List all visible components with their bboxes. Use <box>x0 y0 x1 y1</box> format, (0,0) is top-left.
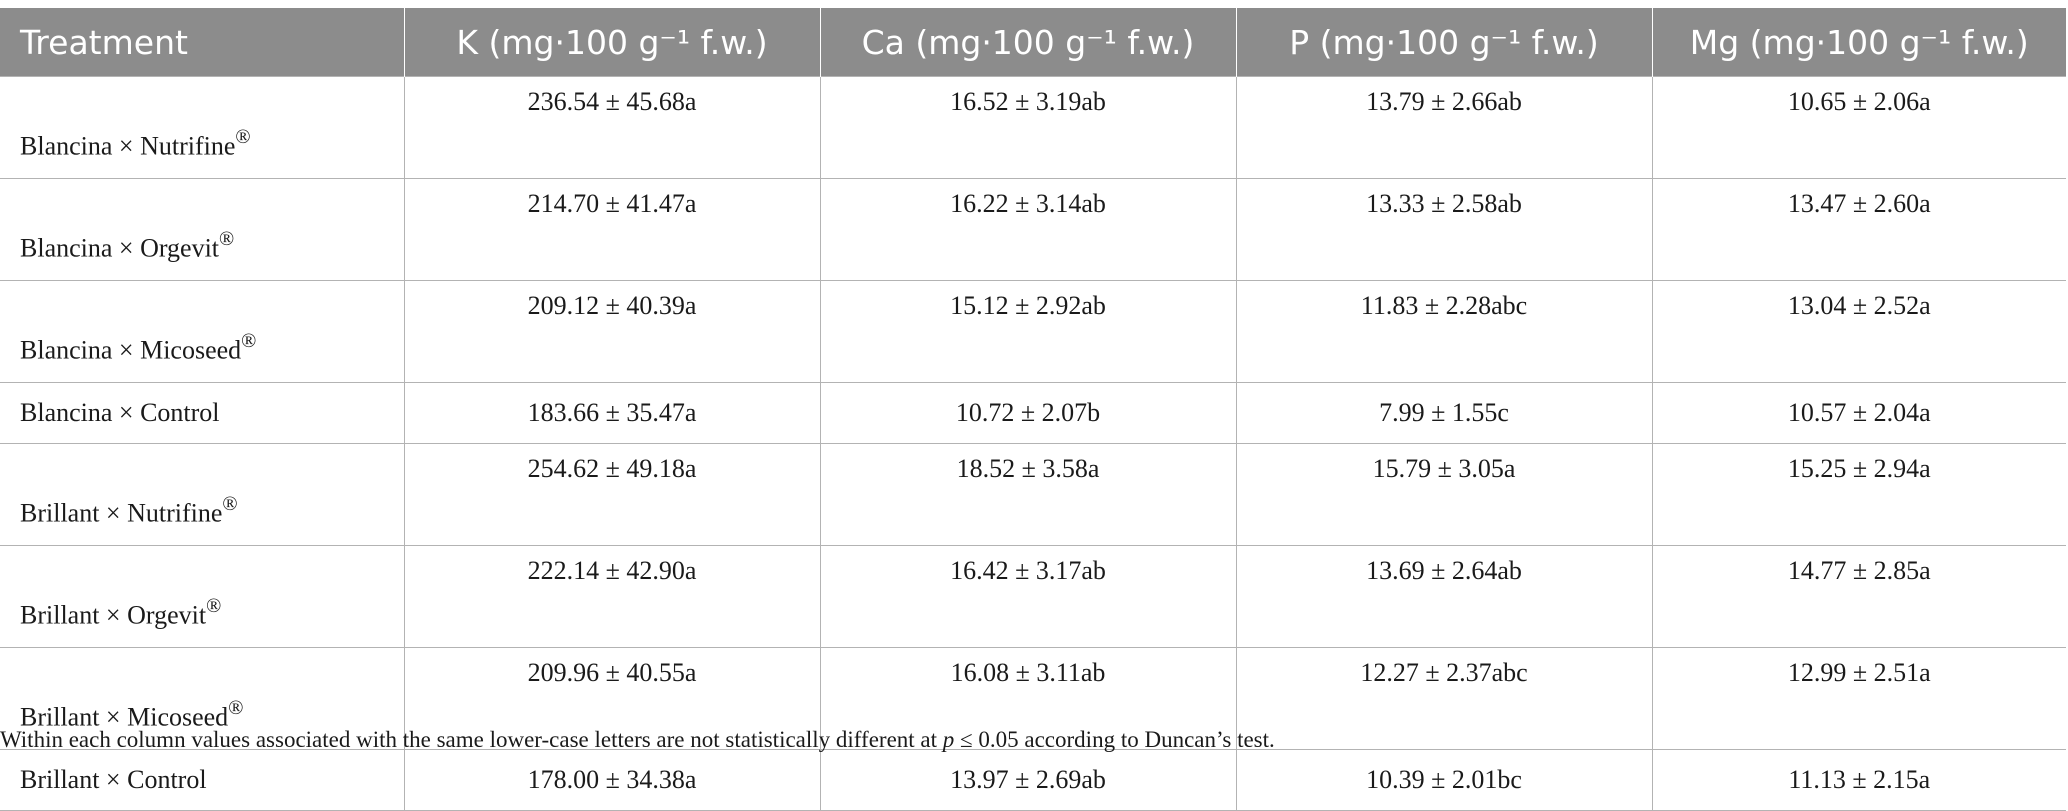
mg-cell: 12.99 ± 2.51a <box>1651 647 2066 750</box>
p-cell: 12.27 ± 2.37abc <box>1235 647 1653 750</box>
k-cell: 214.70 ± 41.47a <box>403 178 821 281</box>
p-cell: 15.79 ± 3.05a <box>1235 443 1653 546</box>
mg-cell: 13.47 ± 2.60a <box>1651 178 2066 281</box>
treatment-cell: Brillant × Micoseed® <box>0 647 405 750</box>
ca-cell: 10.72 ± 2.07b <box>819 382 1237 444</box>
mg-cell: 10.57 ± 2.04a <box>1651 382 2066 444</box>
ca-cell: 15.12 ± 2.92ab <box>819 280 1237 383</box>
k-cell: 209.12 ± 40.39a <box>403 280 821 383</box>
treatment-cell: Blancina × Micoseed® <box>0 280 405 383</box>
treatment-label: Brillant × Micoseed <box>20 703 229 732</box>
p-cell: 13.69 ± 2.64ab <box>1235 545 1653 648</box>
mg-cell: 11.13 ± 2.15a <box>1651 749 2066 811</box>
table-row: Blancina × Control 183.66 ± 35.47a 10.72… <box>0 382 2066 444</box>
registered-mark: ® <box>206 595 222 618</box>
p-cell: 7.99 ± 1.55c <box>1235 382 1653 444</box>
mg-cell: 10.65 ± 2.06a <box>1651 76 2066 179</box>
footnote-text-start: Within each column values associated wit… <box>0 727 943 752</box>
table-row: Blancina × Nutrifine® 236.54 ± 45.68a 16… <box>0 76 2066 179</box>
treatment-cell: Blancina × Orgevit® <box>0 178 405 281</box>
header-mg: Mg (mg·100 g⁻¹ f.w.) <box>1652 8 2066 77</box>
treatment-label: Blancina × Nutrifine <box>20 132 236 161</box>
mg-cell: 13.04 ± 2.52a <box>1651 280 2066 383</box>
header-p: P (mg·100 g⁻¹ f.w.) <box>1236 8 1653 77</box>
header-treatment: Treatment <box>0 8 405 77</box>
p-cell: 11.83 ± 2.28abc <box>1235 280 1653 383</box>
k-cell: 254.62 ± 49.18a <box>403 443 821 546</box>
treatment-cell: Brillant × Nutrifine® <box>0 443 405 546</box>
ca-cell: 16.22 ± 3.14ab <box>819 178 1237 281</box>
registered-mark: ® <box>219 228 235 251</box>
ca-cell: 16.52 ± 3.19ab <box>819 76 1237 179</box>
ca-cell: 13.97 ± 2.69ab <box>819 749 1237 811</box>
ca-cell: 18.52 ± 3.58a <box>819 443 1237 546</box>
table-row: Brillant × Nutrifine® 254.62 ± 49.18a 18… <box>0 443 2066 546</box>
registered-mark: ® <box>228 697 244 720</box>
mg-cell: 14.77 ± 2.85a <box>1651 545 2066 648</box>
table-row: Brillant × Micoseed® 209.96 ± 40.55a 16.… <box>0 647 2066 750</box>
table-row: Brillant × Orgevit® 222.14 ± 42.90a 16.4… <box>0 545 2066 648</box>
treatment-label: Blancina × Control <box>20 398 220 427</box>
header-k: K (mg·100 g⁻¹ f.w.) <box>404 8 821 77</box>
treatment-label: Brillant × Orgevit <box>20 601 207 630</box>
treatment-label: Brillant × Nutrifine <box>20 499 223 528</box>
treatment-cell: Brillant × Control <box>0 749 405 811</box>
registered-mark: ® <box>235 126 251 149</box>
p-cell: 13.79 ± 2.66ab <box>1235 76 1653 179</box>
footnote-p-variable: p <box>942 727 955 752</box>
k-cell: 209.96 ± 40.55a <box>403 647 821 750</box>
mg-cell: 15.25 ± 2.94a <box>1651 443 2066 546</box>
header-ca: Ca (mg·100 g⁻¹ f.w.) <box>820 8 1237 77</box>
k-cell: 178.00 ± 34.38a <box>403 749 821 811</box>
ca-cell: 16.42 ± 3.17ab <box>819 545 1237 648</box>
header-row: Treatment K (mg·100 g⁻¹ f.w.) Ca (mg·100… <box>0 8 2066 77</box>
k-cell: 236.54 ± 45.68a <box>403 76 821 179</box>
treatment-label: Blancina × Micoseed <box>20 336 242 365</box>
registered-mark: ® <box>241 330 257 353</box>
k-cell: 222.14 ± 42.90a <box>403 545 821 648</box>
registered-mark: ® <box>222 493 238 516</box>
ca-cell: 16.08 ± 3.11ab <box>819 647 1237 750</box>
p-cell: 13.33 ± 2.58ab <box>1235 178 1653 281</box>
table-row: Brillant × Control 178.00 ± 34.38a 13.97… <box>0 749 2066 811</box>
treatment-label: Blancina × Orgevit <box>20 234 220 263</box>
treatment-cell: Blancina × Control <box>0 382 405 444</box>
treatment-cell: Brillant × Orgevit® <box>0 545 405 648</box>
treatment-label: Brillant × Control <box>20 765 207 794</box>
footnote-text-end: ≤ 0.05 according to Duncan’s test. <box>954 727 1275 752</box>
p-cell: 10.39 ± 2.01bc <box>1235 749 1653 811</box>
table-row: Blancina × Orgevit® 214.70 ± 41.47a 16.2… <box>0 178 2066 281</box>
k-cell: 183.66 ± 35.47a <box>403 382 821 444</box>
table-row: Blancina × Micoseed® 209.12 ± 40.39a 15.… <box>0 280 2066 383</box>
table-footnote: Within each column values associated wit… <box>0 727 1275 753</box>
nutrient-table: Treatment K (mg·100 g⁻¹ f.w.) Ca (mg·100… <box>0 8 2066 811</box>
treatment-cell: Blancina × Nutrifine® <box>0 76 405 179</box>
